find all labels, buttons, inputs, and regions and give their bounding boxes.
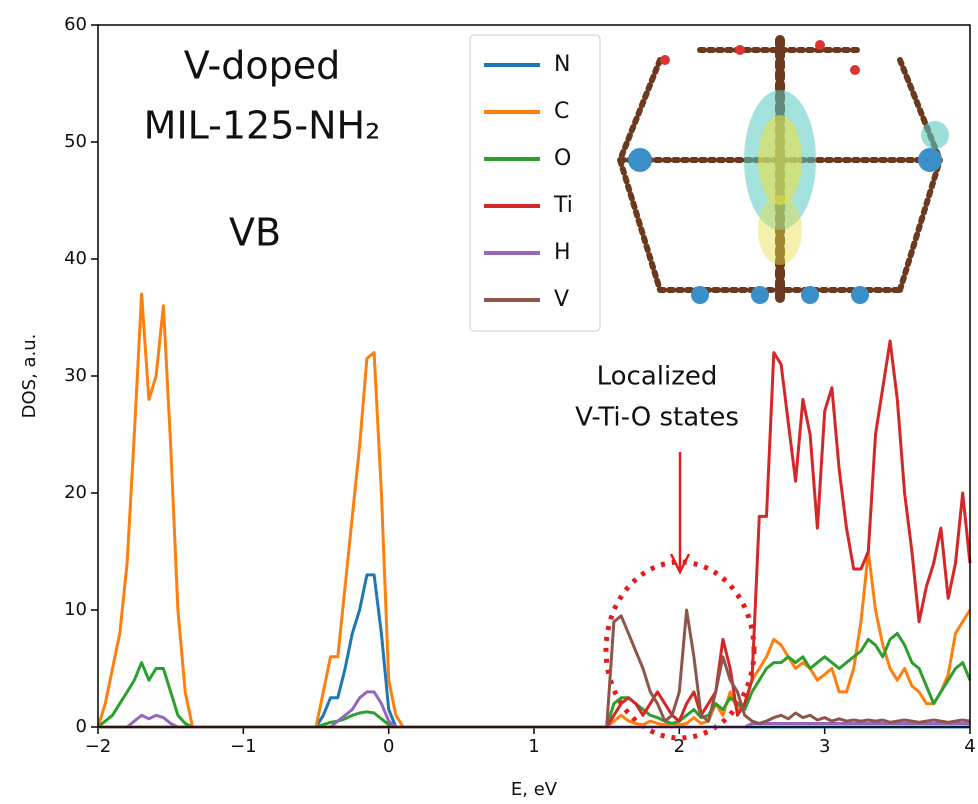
annotation: Localized	[597, 362, 718, 392]
annotation: VB	[229, 211, 281, 255]
y-tick-label: 50	[64, 131, 87, 152]
x-tick-label: 4	[964, 736, 975, 757]
x-tick-label: 0	[383, 736, 394, 757]
x-tick-label: 3	[819, 736, 830, 757]
y-axis-label: DOS, a.u.	[19, 334, 40, 419]
legend: NCO Ti HV	[470, 35, 600, 331]
legend-label: N	[554, 52, 570, 77]
x-tick-label: 2	[674, 736, 685, 757]
x-tick-label: −1	[230, 736, 257, 757]
x-axis-label: E, eV	[511, 779, 558, 800]
legend-label: C	[554, 99, 569, 124]
legend-label: O	[554, 146, 571, 171]
y-tick-label: 40	[64, 248, 87, 269]
annotation: V-doped	[184, 44, 340, 88]
legend-box	[470, 35, 600, 331]
chart: V-doped MIL-125-NH₂ VB Localized V-Ti-O …	[0, 0, 978, 804]
legend-label: H	[554, 240, 571, 265]
legend-label: Ti	[553, 193, 573, 218]
annotation: MIL-125-NH₂	[144, 104, 381, 148]
y-tick-label: 10	[64, 599, 87, 620]
y-tick-label: 30	[64, 365, 87, 386]
annotation: V-Ti-O states	[575, 403, 739, 433]
y-tick-label: 60	[64, 14, 87, 35]
y-tick-label: 20	[64, 482, 87, 503]
x-tick-label: 1	[528, 736, 539, 757]
legend-label: V	[554, 287, 569, 312]
x-tick-label: −2	[85, 736, 112, 757]
y-tick-label: 0	[76, 716, 87, 737]
